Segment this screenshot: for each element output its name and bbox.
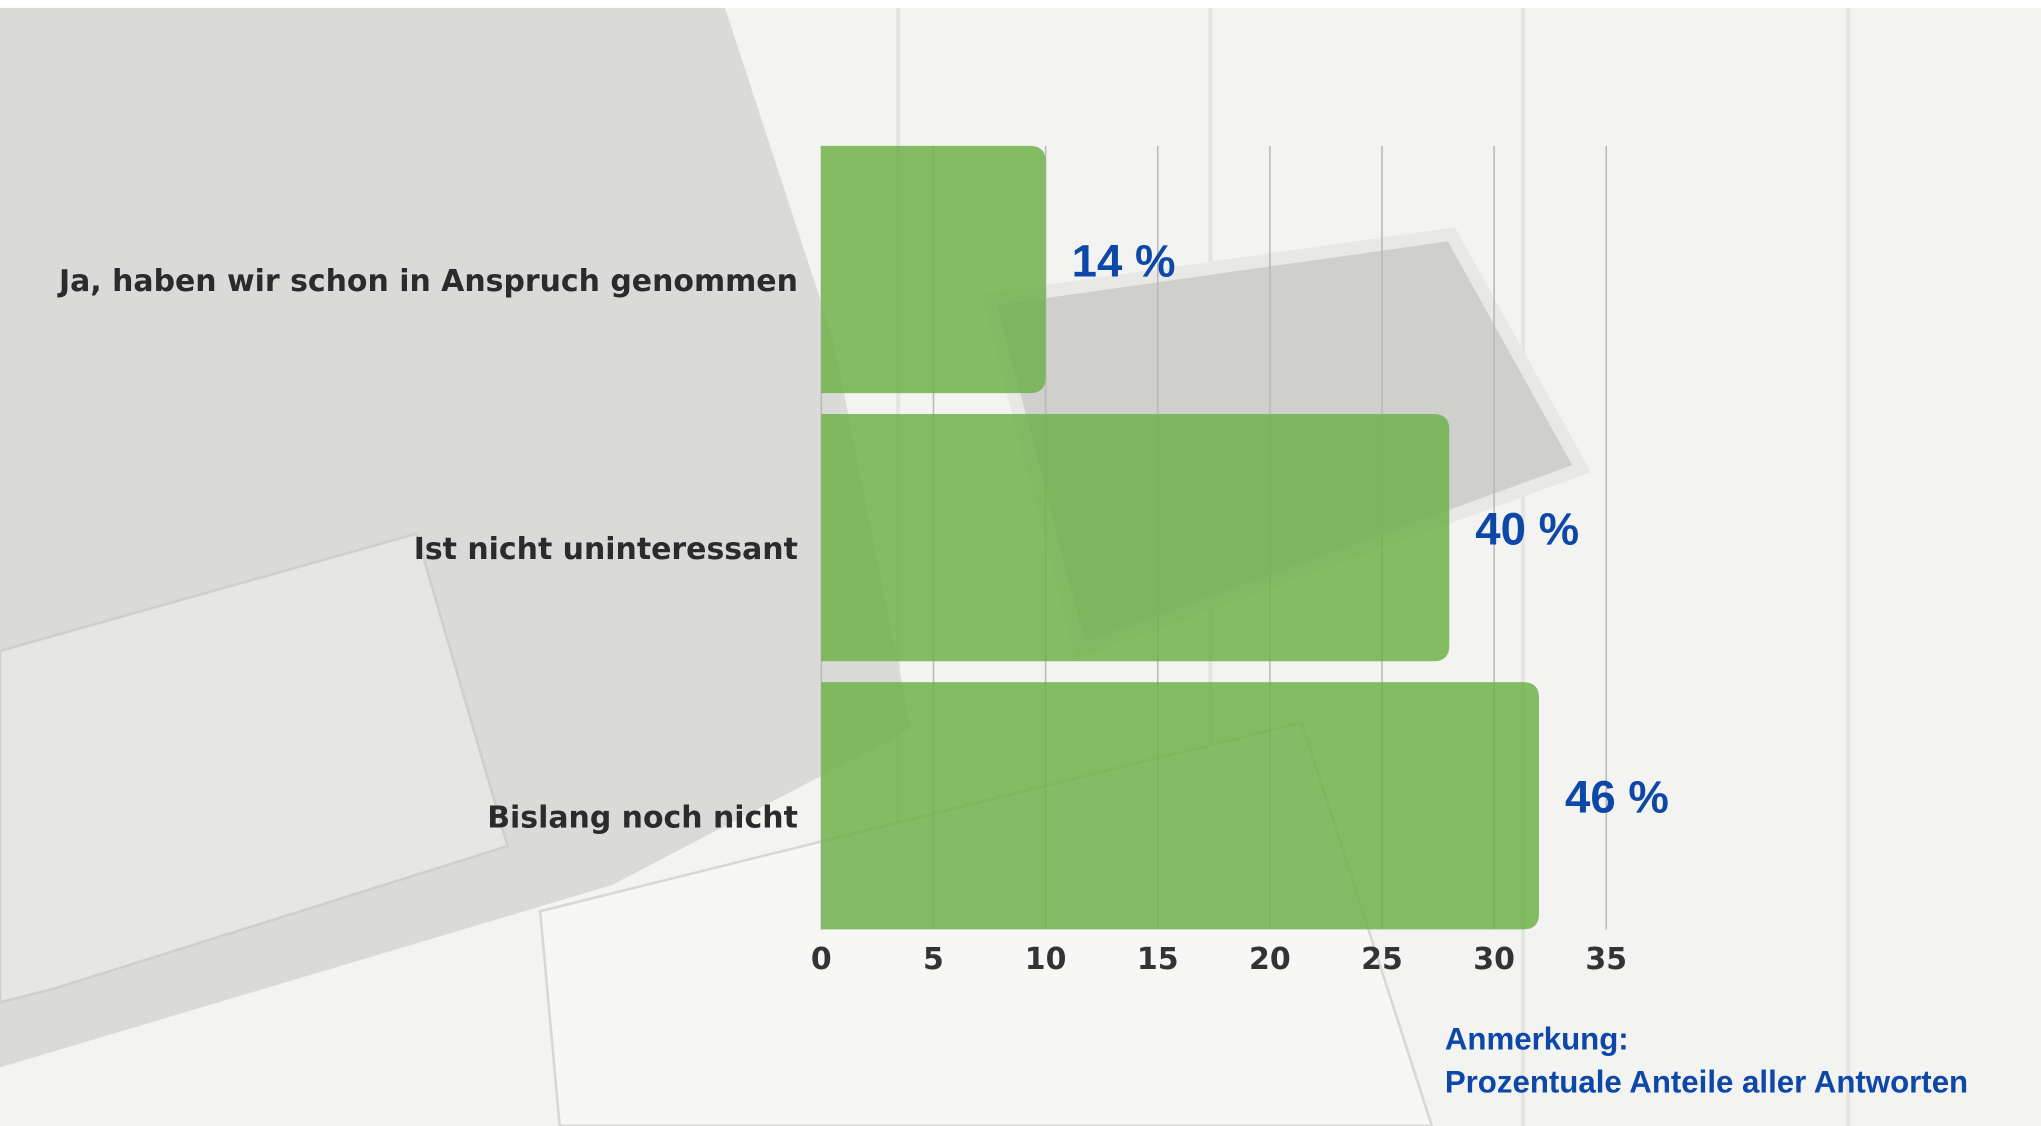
bar bbox=[821, 145, 1046, 394]
x-tick-label: 30 bbox=[1473, 942, 1515, 977]
annotation: Anmerkung: bbox=[1445, 1022, 1629, 1057]
x-tick-label: 10 bbox=[1025, 942, 1067, 977]
bar bbox=[821, 413, 1450, 662]
bar bbox=[821, 682, 1539, 930]
category-label: Ist nicht uninteressant bbox=[414, 532, 798, 567]
value-label: 40 % bbox=[1475, 503, 1579, 554]
x-tick-label: 0 bbox=[811, 942, 832, 977]
x-tick-label: 5 bbox=[923, 942, 944, 977]
category-label: Ja, haben wir schon in Anspruch genommen bbox=[57, 264, 798, 299]
x-tick-label: 20 bbox=[1249, 942, 1291, 977]
annotation: Prozentuale Anteile aller Antworten bbox=[1445, 1065, 1968, 1100]
x-tick-label: 35 bbox=[1585, 942, 1627, 977]
value-label: 46 % bbox=[1565, 772, 1669, 823]
x-tick-label: 25 bbox=[1361, 942, 1403, 977]
category-label: Bislang noch nicht bbox=[487, 800, 798, 835]
value-label: 14 % bbox=[1072, 235, 1176, 286]
x-tick-label: 15 bbox=[1137, 942, 1179, 977]
